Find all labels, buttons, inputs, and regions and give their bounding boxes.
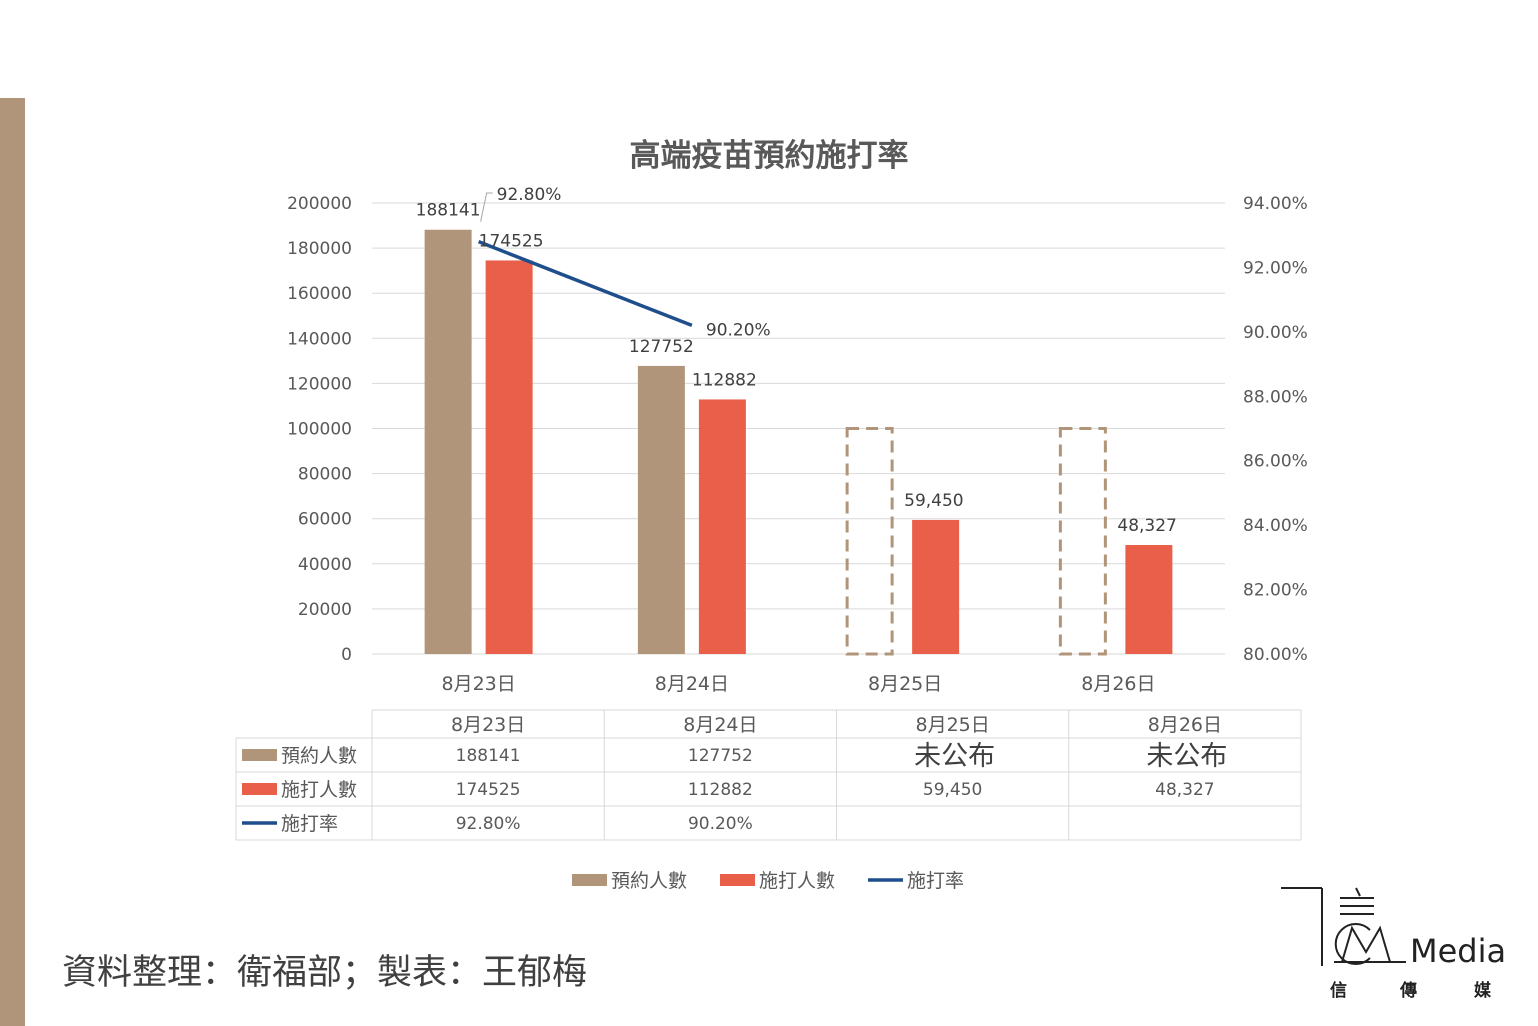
table-header-cell: 8月23日: [451, 714, 525, 736]
y-left-tick-label: 160000: [287, 284, 352, 304]
bar-reserved: [424, 229, 472, 654]
bar-reserved-placeholder: [1058, 427, 1107, 656]
x-category-label: 8月23日: [441, 673, 515, 695]
logo-mark-icon: [1281, 887, 1406, 966]
y-left-tick-label: 40000: [298, 555, 352, 575]
rate-label-leader: [480, 192, 493, 222]
table-legend-key: [242, 783, 277, 795]
table-row-label: 施打人數: [281, 779, 357, 801]
data-label-rate: 90.20%: [706, 320, 771, 340]
rate-line-layer: [477, 192, 693, 328]
y-left-tick-label: 140000: [287, 329, 352, 349]
table-cell: 188141: [456, 746, 521, 766]
legend-swatch: [572, 874, 607, 886]
data-label-administered: 112882: [692, 370, 757, 390]
table-header-cell: 8月24日: [683, 714, 757, 736]
bar-reserved: [637, 365, 685, 654]
logo-sub-3: 媒: [1474, 980, 1492, 1001]
legend-swatch: [720, 874, 755, 886]
bars: [424, 229, 1173, 656]
x-category-label: 8月25日: [868, 673, 942, 695]
source-note: 資料整理：衛福部；製表：王郁梅: [62, 953, 587, 993]
rate-line: [477, 240, 693, 328]
y-left-tick-label: 0: [341, 645, 352, 665]
table-cell: 174525: [456, 780, 521, 800]
table-cell: 112882: [688, 780, 753, 800]
legend-label: 施打人數: [759, 870, 835, 892]
table-row-label: 預約人數: [281, 745, 357, 767]
data-label-rate: 92.80%: [497, 185, 562, 205]
bar-administered: [698, 399, 746, 654]
left-accent-bar: [0, 98, 25, 1026]
y-right-tick-label: 94.00%: [1243, 194, 1308, 214]
table-cell: 48,327: [1155, 780, 1214, 800]
axis-labels: 2000001800001600001400001200001000008000…: [287, 194, 1308, 695]
logo-sub-2: 傳: [1399, 980, 1417, 1001]
data-label-administered: 174525: [479, 231, 544, 251]
y-left-tick-label: 80000: [298, 465, 352, 485]
y-left-tick-label: 200000: [287, 194, 352, 214]
table-cell: 90.20%: [688, 814, 753, 834]
y-right-tick-label: 82.00%: [1243, 581, 1308, 601]
bar-reserved-placeholder: [845, 427, 894, 656]
table-row-label: 施打率: [281, 813, 338, 835]
media-logo: Media 信 傳 媒: [1281, 887, 1506, 1001]
data-labels: 188141 174525 127752 112882 59,450 48,327 92.8…: [416, 185, 1177, 536]
table-cell: 59,450: [923, 780, 982, 800]
legend-label: 施打率: [907, 870, 964, 892]
bar-administered: [912, 519, 960, 654]
y-left-tick-label: 60000: [298, 510, 352, 530]
table-cell: 127752: [688, 746, 753, 766]
data-label-administered: 48,327: [1117, 516, 1176, 536]
y-right-tick-label: 80.00%: [1243, 645, 1308, 665]
logo-word: Media: [1410, 932, 1506, 970]
table-cell: 92.80%: [456, 814, 521, 834]
chart-title: 高端疫苗預約施打率: [630, 138, 909, 174]
table-header-cell: 8月26日: [1148, 714, 1222, 736]
legend: 預約人數 施打人數 施打率: [572, 870, 964, 892]
bar-administered: [1125, 545, 1173, 654]
y-left-tick-label: 120000: [287, 374, 352, 394]
y-right-tick-label: 92.00%: [1243, 258, 1308, 278]
table-header-cell: 8月25日: [915, 714, 989, 736]
data-label-reserved: 188141: [416, 201, 481, 221]
y-left-tick-label: 100000: [287, 420, 352, 440]
y-right-tick-label: 88.00%: [1243, 387, 1308, 407]
data-label-reserved: 127752: [629, 337, 694, 357]
table-cell: 未公布: [1146, 741, 1227, 772]
bar-administered: [485, 260, 533, 654]
x-category-label: 8月24日: [655, 673, 729, 695]
logo-sub-1: 信: [1330, 980, 1347, 1001]
y-left-tick-label: 180000: [287, 239, 352, 259]
y-left-tick-label: 20000: [298, 600, 352, 620]
y-right-tick-label: 84.00%: [1243, 516, 1308, 536]
data-label-administered: 59,450: [904, 491, 963, 511]
y-right-tick-label: 86.00%: [1243, 452, 1308, 472]
table-legend-key: [242, 749, 277, 761]
legend-label: 預約人數: [611, 870, 687, 892]
x-category-label: 8月26日: [1081, 673, 1155, 695]
y-right-tick-label: 90.00%: [1243, 323, 1308, 343]
table-cell: 未公布: [914, 741, 995, 772]
